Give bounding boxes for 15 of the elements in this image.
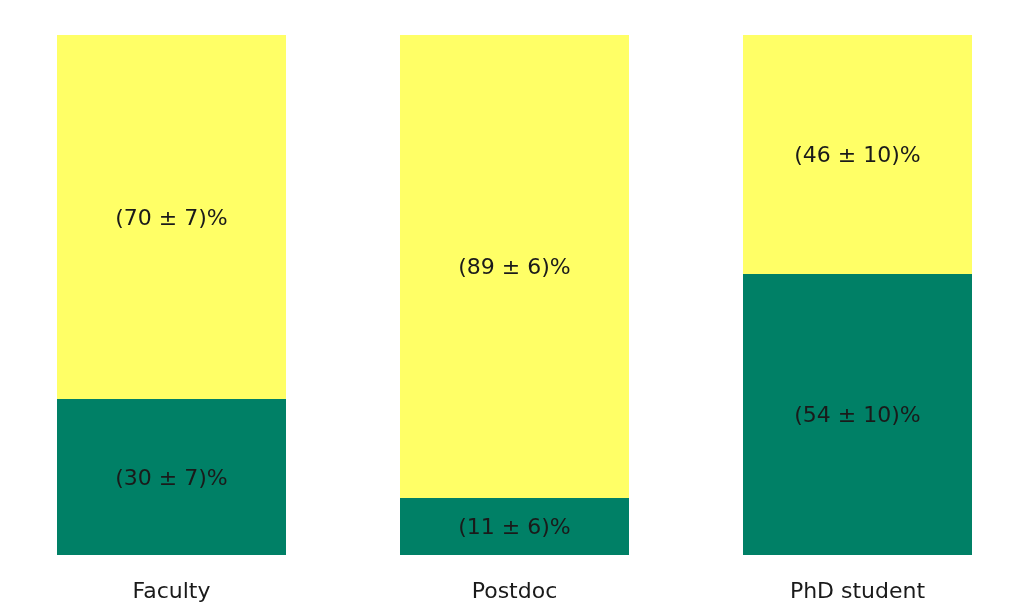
data-label: (30 ± 7)%: [115, 464, 228, 490]
bar: [399, 497, 630, 555]
x-tick-label: Postdoc: [471, 578, 558, 603]
bar: [742, 274, 973, 555]
data-label: (70 ± 7)%: [115, 204, 228, 230]
data-label: (46 ± 10)%: [794, 142, 921, 168]
data-label: (54 ± 10)%: [794, 402, 921, 428]
x-tick-label: Faculty: [132, 578, 211, 603]
data-label: (11 ± 6)%: [458, 513, 571, 539]
data-label: (89 ± 6)%: [458, 253, 571, 279]
bar: [56, 399, 287, 555]
x-tick-label: PhD student: [789, 578, 926, 603]
bar: [399, 35, 630, 498]
bar: [742, 35, 973, 275]
bar: [56, 35, 287, 399]
